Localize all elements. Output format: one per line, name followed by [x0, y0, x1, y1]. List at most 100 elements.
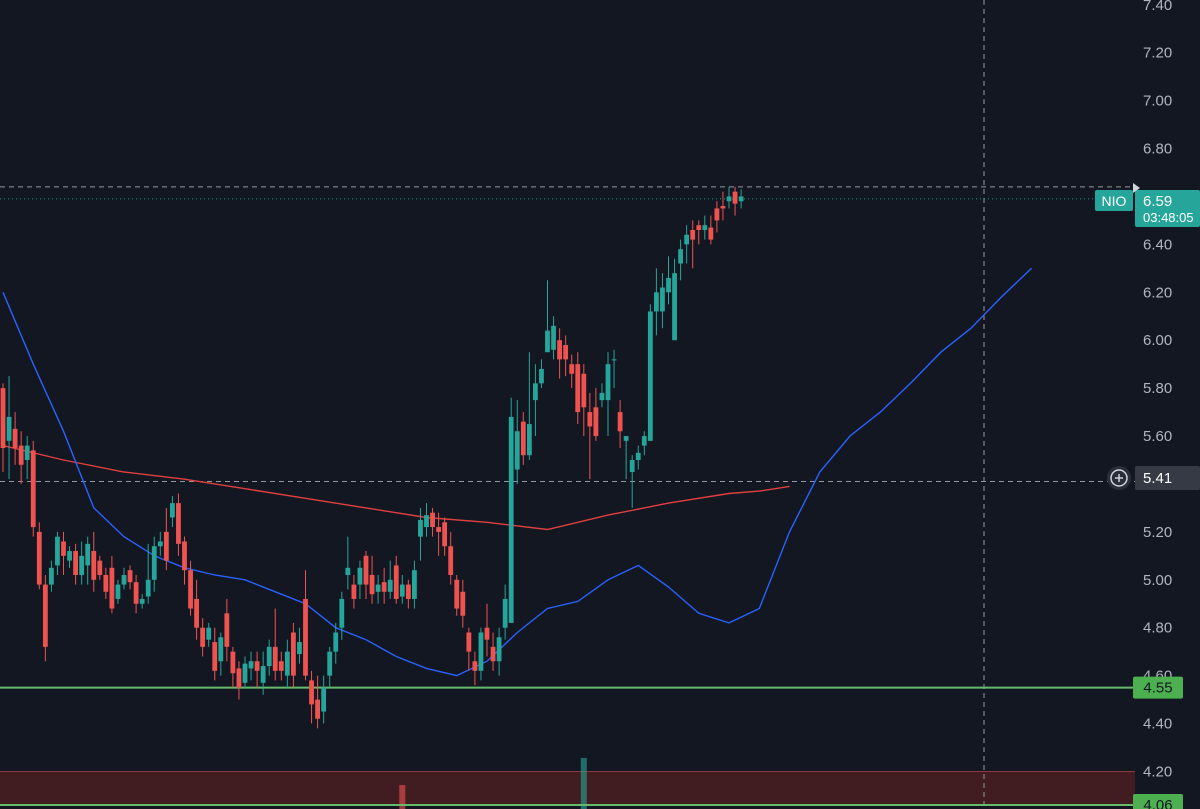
candle: [315, 675, 320, 729]
candle-body: [678, 249, 683, 264]
candle-body: [466, 632, 472, 652]
candle-body: [6, 416, 12, 441]
candle-body: [514, 431, 520, 470]
candle: [49, 560, 54, 592]
candle-body: [254, 661, 260, 671]
candle: [91, 531, 97, 592]
price-tick-label: 7.00: [1143, 93, 1172, 110]
candle: [194, 579, 199, 640]
candle-body: [720, 206, 726, 209]
candle: [502, 584, 508, 640]
candle: [460, 579, 466, 628]
candle: [176, 493, 181, 556]
candle: [30, 440, 36, 537]
candle-body: [303, 598, 308, 676]
candle: [587, 392, 593, 480]
candle: [418, 507, 423, 561]
candle-body: [357, 567, 363, 585]
candle: [593, 388, 599, 441]
candle: [321, 675, 327, 724]
crosshair-price-label-bg: [1135, 466, 1200, 490]
candle-body: [121, 574, 127, 585]
candle-body: [55, 536, 60, 566]
candle: [24, 436, 30, 480]
candle-body: [24, 445, 30, 460]
candle-body: [387, 579, 393, 592]
candle: [726, 186, 732, 209]
support-4.55-label-bg: [1133, 676, 1183, 699]
candle: [230, 646, 236, 688]
candle: [369, 555, 375, 604]
candle-body: [133, 582, 139, 604]
candle: [720, 191, 726, 221]
candle: [690, 220, 696, 269]
candle-body: [702, 225, 708, 230]
candle-body: [520, 421, 526, 456]
last-price-value: 6.59: [1143, 193, 1172, 210]
crosshair-lines: [0, 0, 1135, 809]
candle-body: [684, 234, 690, 245]
candle-body: [666, 277, 671, 293]
candle: [660, 273, 665, 329]
candle-body: [139, 598, 145, 604]
candle: [738, 189, 744, 209]
candle: [666, 256, 671, 305]
candle-body: [660, 287, 665, 312]
support-4.06-label: 4.06: [1143, 797, 1172, 809]
price-tick-label: 6.00: [1143, 332, 1172, 349]
candle-body: [103, 574, 109, 592]
candle: [266, 639, 272, 676]
add-alert-icon-plus: [1115, 474, 1123, 482]
horizontal-levels[interactable]: [0, 686, 1135, 806]
candle: [351, 574, 357, 609]
candle-body: [218, 637, 224, 662]
candle-body: [248, 661, 254, 669]
candle: [569, 354, 575, 389]
candle: [466, 627, 472, 671]
candle: [6, 376, 12, 480]
candle-body: [611, 359, 617, 361]
candle: [309, 670, 314, 724]
candle-body: [182, 541, 187, 571]
price-tick-label: 6.20: [1143, 284, 1172, 301]
candle: [387, 560, 393, 599]
candle: [381, 567, 387, 604]
candle: [551, 316, 556, 360]
candle-body: [375, 584, 381, 592]
candle: [357, 560, 363, 599]
candle: [278, 651, 284, 681]
candle: [248, 651, 254, 681]
candle-body: [690, 229, 696, 240]
price-tick-label: 5.60: [1143, 428, 1172, 445]
candle-body: [363, 555, 369, 585]
candle-body: [424, 515, 429, 528]
candle-body: [381, 582, 387, 592]
candle-body: [726, 196, 732, 202]
support-4.06-label-bg: [1133, 793, 1183, 809]
candle: [55, 531, 60, 575]
candle: [170, 495, 175, 528]
candle-body: [545, 330, 550, 353]
candle-body: [339, 598, 345, 628]
candle: [200, 618, 206, 657]
candle-body: [163, 531, 169, 561]
add-alert-icon[interactable]: [1110, 469, 1128, 487]
candle: [678, 239, 683, 281]
candle: [405, 579, 411, 609]
candle: [623, 436, 629, 480]
candle: [526, 352, 532, 460]
candle-body: [732, 191, 738, 204]
candle-body: [569, 364, 575, 374]
candle: [18, 431, 24, 484]
candle-body: [91, 551, 97, 580]
candle: [188, 560, 193, 616]
sma-long-line: [2, 444, 790, 531]
candle: [557, 328, 562, 379]
candle-body: [309, 680, 314, 705]
volume-bar: [580, 758, 587, 809]
candle-body: [176, 503, 181, 544]
candle-body: [266, 646, 272, 667]
